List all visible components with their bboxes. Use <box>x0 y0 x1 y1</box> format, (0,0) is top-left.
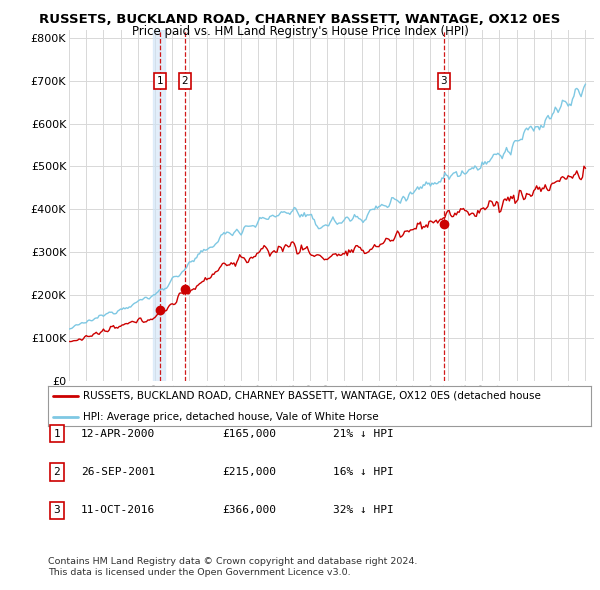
Text: 1: 1 <box>157 76 163 86</box>
Text: 3: 3 <box>440 76 447 86</box>
Text: RUSSETS, BUCKLAND ROAD, CHARNEY BASSETT, WANTAGE, OX12 0ES (detached house: RUSSETS, BUCKLAND ROAD, CHARNEY BASSETT,… <box>83 391 541 401</box>
Text: 26-SEP-2001: 26-SEP-2001 <box>81 467 155 477</box>
Text: 3: 3 <box>53 506 61 515</box>
Text: RUSSETS, BUCKLAND ROAD, CHARNEY BASSETT, WANTAGE, OX12 0ES: RUSSETS, BUCKLAND ROAD, CHARNEY BASSETT,… <box>40 13 560 26</box>
Text: Contains HM Land Registry data © Crown copyright and database right 2024.: Contains HM Land Registry data © Crown c… <box>48 558 418 566</box>
Text: 2: 2 <box>182 76 188 86</box>
Text: 11-OCT-2016: 11-OCT-2016 <box>81 506 155 515</box>
Text: 12-APR-2000: 12-APR-2000 <box>81 429 155 438</box>
Text: 2: 2 <box>53 467 61 477</box>
Text: 16% ↓ HPI: 16% ↓ HPI <box>333 467 394 477</box>
Bar <box>154 30 164 381</box>
Text: 21% ↓ HPI: 21% ↓ HPI <box>333 429 394 438</box>
Text: HPI: Average price, detached house, Vale of White Horse: HPI: Average price, detached house, Vale… <box>83 412 379 422</box>
Text: £215,000: £215,000 <box>222 467 276 477</box>
Text: 1: 1 <box>53 429 61 438</box>
Text: £366,000: £366,000 <box>222 506 276 515</box>
Text: Price paid vs. HM Land Registry's House Price Index (HPI): Price paid vs. HM Land Registry's House … <box>131 25 469 38</box>
Text: This data is licensed under the Open Government Licence v3.0.: This data is licensed under the Open Gov… <box>48 568 350 577</box>
Text: 32% ↓ HPI: 32% ↓ HPI <box>333 506 394 515</box>
Text: £165,000: £165,000 <box>222 429 276 438</box>
